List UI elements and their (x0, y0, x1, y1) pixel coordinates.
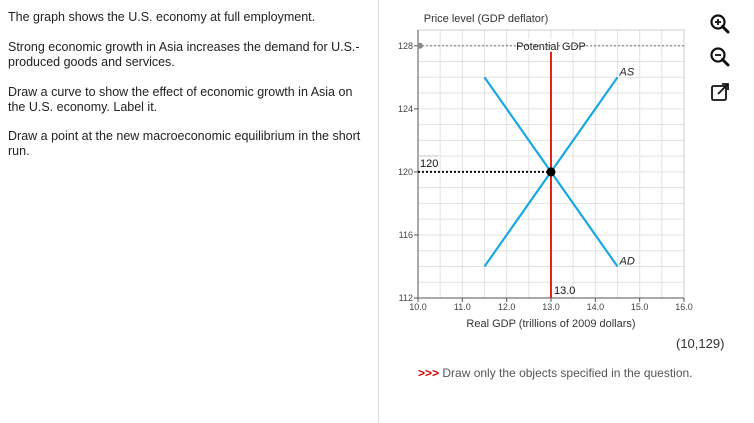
ad-label: AD (619, 255, 635, 267)
as-label: AS (619, 66, 635, 78)
question-text-2: Strong economic growth in Asia increases… (8, 40, 360, 69)
axes (414, 30, 685, 302)
y-tick-label: 124 (398, 104, 413, 114)
question-text-4: Draw a point at the new macroeconomic eq… (8, 129, 361, 158)
equilibrium-gdp-label: 13.0 (554, 285, 575, 297)
x-tick-label: 12.0 (498, 302, 516, 312)
coordinate-readout: (10,129) (676, 336, 725, 351)
x-tick-label: 14.0 (587, 302, 605, 312)
tick-labels: 112 116 120 124 128 10.0 11.0 12.0 13.0 14.0 15.0 1… (398, 41, 693, 312)
x-tick-label: 13.0 (542, 302, 560, 312)
x-tick-label: 10.0 (409, 302, 427, 312)
x-tick-label: 11.0 (454, 302, 471, 312)
potential-gdp-label: Potential GDP (516, 41, 586, 53)
x-tick-label: 15.0 (631, 302, 649, 312)
instruction-note: >>> Draw only the objects specified in t… (418, 366, 693, 380)
y-tick-label: 128 (398, 41, 413, 51)
instruction-text: Draw only the objects specified in the q… (442, 366, 693, 380)
y-axis-title: Price level (GDP deflator) (424, 13, 549, 25)
panel-divider (378, 0, 379, 423)
guide-start-point[interactable] (417, 42, 423, 49)
question-panel: The graph shows the U.S. economy at full… (8, 10, 361, 158)
x-tick-label: 16.0 (675, 302, 693, 312)
question-text-3: Draw a curve to show the effect of econo… (8, 85, 353, 114)
question-text-1: The graph shows the U.S. economy at full… (8, 10, 316, 24)
y-tick-label: 112 (399, 293, 413, 303)
equilibrium-marks[interactable]: 120 13.0 (417, 42, 684, 297)
instruction-arrows: >>> (418, 366, 440, 380)
y-tick-label: 116 (399, 230, 413, 240)
zoom-out-icon[interactable] (708, 45, 732, 69)
popout-icon[interactable] (708, 80, 732, 104)
y-tick-label: 120 (398, 167, 413, 177)
equilibrium-point[interactable] (546, 167, 556, 177)
equilibrium-price-label: 120 (420, 158, 438, 170)
zoom-in-icon[interactable] (708, 12, 732, 36)
x-axis-title: Real GDP (trillions of 2009 dollars) (466, 318, 635, 330)
